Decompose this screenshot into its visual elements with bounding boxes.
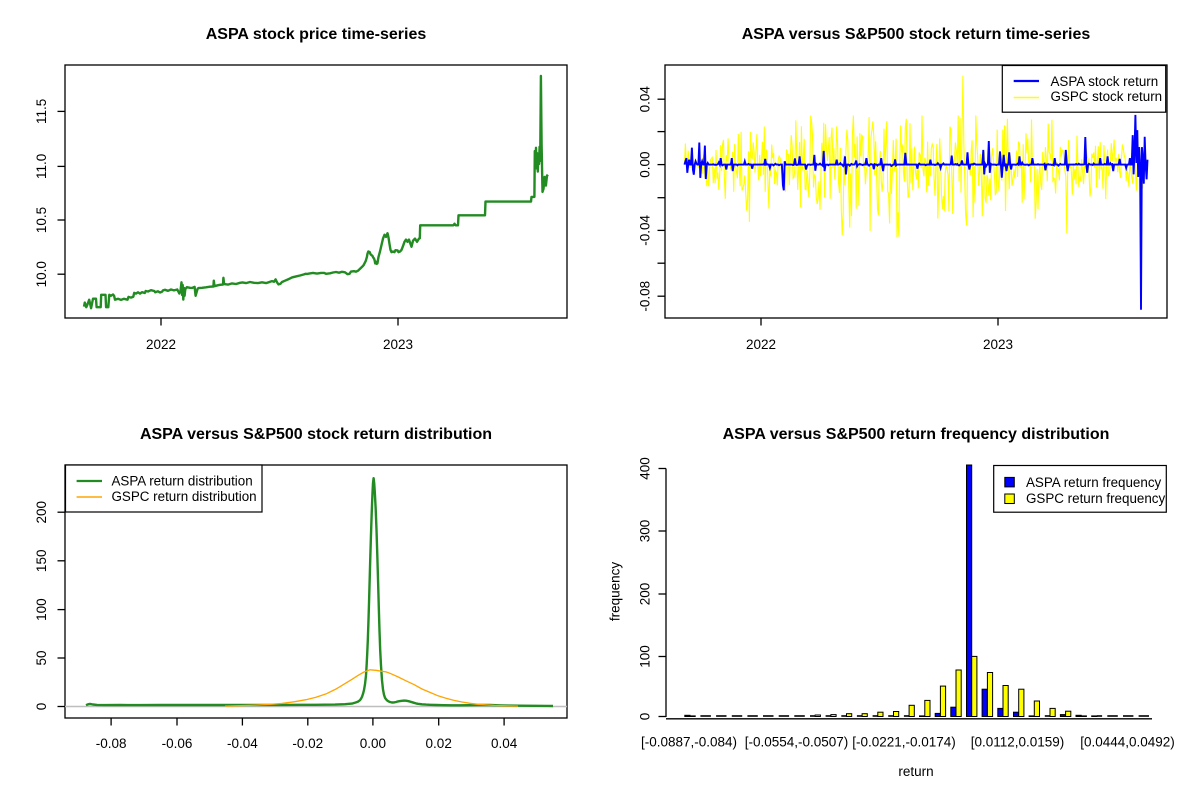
svg-text:0.04: 0.04 xyxy=(491,736,518,751)
svg-text:return: return xyxy=(898,764,933,779)
svg-text:2022: 2022 xyxy=(746,337,776,352)
svg-text:2023: 2023 xyxy=(983,337,1013,352)
svg-text:100: 100 xyxy=(638,645,653,668)
svg-text:0.04: 0.04 xyxy=(638,86,653,113)
svg-text:400: 400 xyxy=(638,457,653,480)
svg-text:0: 0 xyxy=(638,713,653,721)
svg-text:[0.0112,0.0159): [0.0112,0.0159) xyxy=(971,735,1065,750)
svg-text:2022: 2022 xyxy=(146,337,176,352)
svg-text:10.5: 10.5 xyxy=(34,207,49,233)
svg-text:ASPA stock price time-series: ASPA stock price time-series xyxy=(206,26,427,43)
svg-text:-0.06: -0.06 xyxy=(162,736,193,751)
svg-text:10.0: 10.0 xyxy=(34,261,49,287)
svg-text:ASPA versus S&P500 return freq: ASPA versus S&P500 return frequency dist… xyxy=(723,426,1110,443)
svg-text:0: 0 xyxy=(34,703,49,711)
svg-text:50: 50 xyxy=(34,650,49,665)
svg-text:0.00: 0.00 xyxy=(638,151,653,177)
svg-text:200: 200 xyxy=(34,501,49,524)
svg-text:GSPC return distribution: GSPC return distribution xyxy=(112,489,257,504)
svg-text:-0.04: -0.04 xyxy=(638,215,653,246)
svg-text:ASPA return frequency: ASPA return frequency xyxy=(1026,475,1162,490)
svg-text:frequency: frequency xyxy=(608,562,623,622)
svg-text:[0.0444,0.0492): [0.0444,0.0492) xyxy=(1080,735,1175,750)
svg-text:[-0.0221,-0.0174): [-0.0221,-0.0174) xyxy=(852,735,956,750)
svg-text:-0.04: -0.04 xyxy=(227,736,258,751)
svg-text:150: 150 xyxy=(34,550,49,573)
svg-text:0.00: 0.00 xyxy=(360,736,386,751)
svg-text:11.0: 11.0 xyxy=(34,154,49,179)
svg-text:0.02: 0.02 xyxy=(426,736,452,751)
svg-text:[-0.0887,-0.084): [-0.0887,-0.084) xyxy=(641,735,737,750)
svg-text:-0.08: -0.08 xyxy=(96,736,127,751)
svg-text:200: 200 xyxy=(638,583,653,606)
svg-text:GSPC stock return: GSPC stock return xyxy=(1051,89,1163,104)
svg-text:100: 100 xyxy=(34,598,49,621)
svg-text:ASPA stock return: ASPA stock return xyxy=(1051,74,1159,89)
svg-text:GSPC return frequency: GSPC return frequency xyxy=(1026,491,1165,506)
svg-text:-0.08: -0.08 xyxy=(638,281,653,312)
svg-text:-0.02: -0.02 xyxy=(292,736,323,751)
svg-text:300: 300 xyxy=(638,520,653,543)
svg-text:ASPA versus S&P500 stock retur: ASPA versus S&P500 stock return distribu… xyxy=(140,426,492,443)
svg-text:11.5: 11.5 xyxy=(34,99,49,124)
svg-text:[-0.0554,-0.0507): [-0.0554,-0.0507) xyxy=(745,735,849,750)
svg-text:ASPA return distribution: ASPA return distribution xyxy=(112,473,253,488)
svg-text:ASPA versus S&P500 stock retur: ASPA versus S&P500 stock return time-ser… xyxy=(742,26,1091,43)
svg-text:2023: 2023 xyxy=(383,337,413,352)
